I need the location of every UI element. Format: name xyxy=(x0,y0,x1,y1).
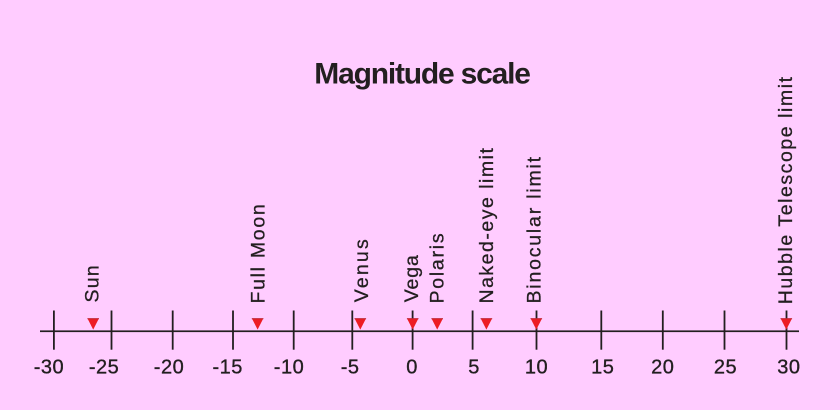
svg-text:Binocular limit: Binocular limit xyxy=(524,155,546,303)
svg-text:-10: -10 xyxy=(274,357,304,379)
svg-text:Vega: Vega xyxy=(401,254,423,302)
svg-text:15: 15 xyxy=(591,357,614,379)
svg-text:0: 0 xyxy=(406,357,418,379)
svg-text:Venus: Venus xyxy=(351,237,373,302)
svg-text:25: 25 xyxy=(714,357,737,379)
svg-text:-30: -30 xyxy=(34,357,64,379)
svg-text:-20: -20 xyxy=(154,357,184,379)
svg-text:10: 10 xyxy=(525,357,548,379)
svg-text:5: 5 xyxy=(468,357,480,379)
svg-text:-25: -25 xyxy=(89,357,119,379)
svg-text:20: 20 xyxy=(651,357,674,379)
svg-text:30: 30 xyxy=(777,357,800,379)
svg-text:Naked-eye limit: Naked-eye limit xyxy=(476,147,498,304)
svg-text:Hubble Telescope limit: Hubble Telescope limit xyxy=(775,75,797,304)
svg-text:Magnitude scale: Magnitude scale xyxy=(314,58,530,91)
svg-text:-5: -5 xyxy=(341,357,360,379)
svg-text:Polaris: Polaris xyxy=(426,232,448,304)
svg-text:-15: -15 xyxy=(212,357,242,379)
svg-text:Sun: Sun xyxy=(82,264,104,302)
svg-text:Full Moon: Full Moon xyxy=(248,203,270,304)
